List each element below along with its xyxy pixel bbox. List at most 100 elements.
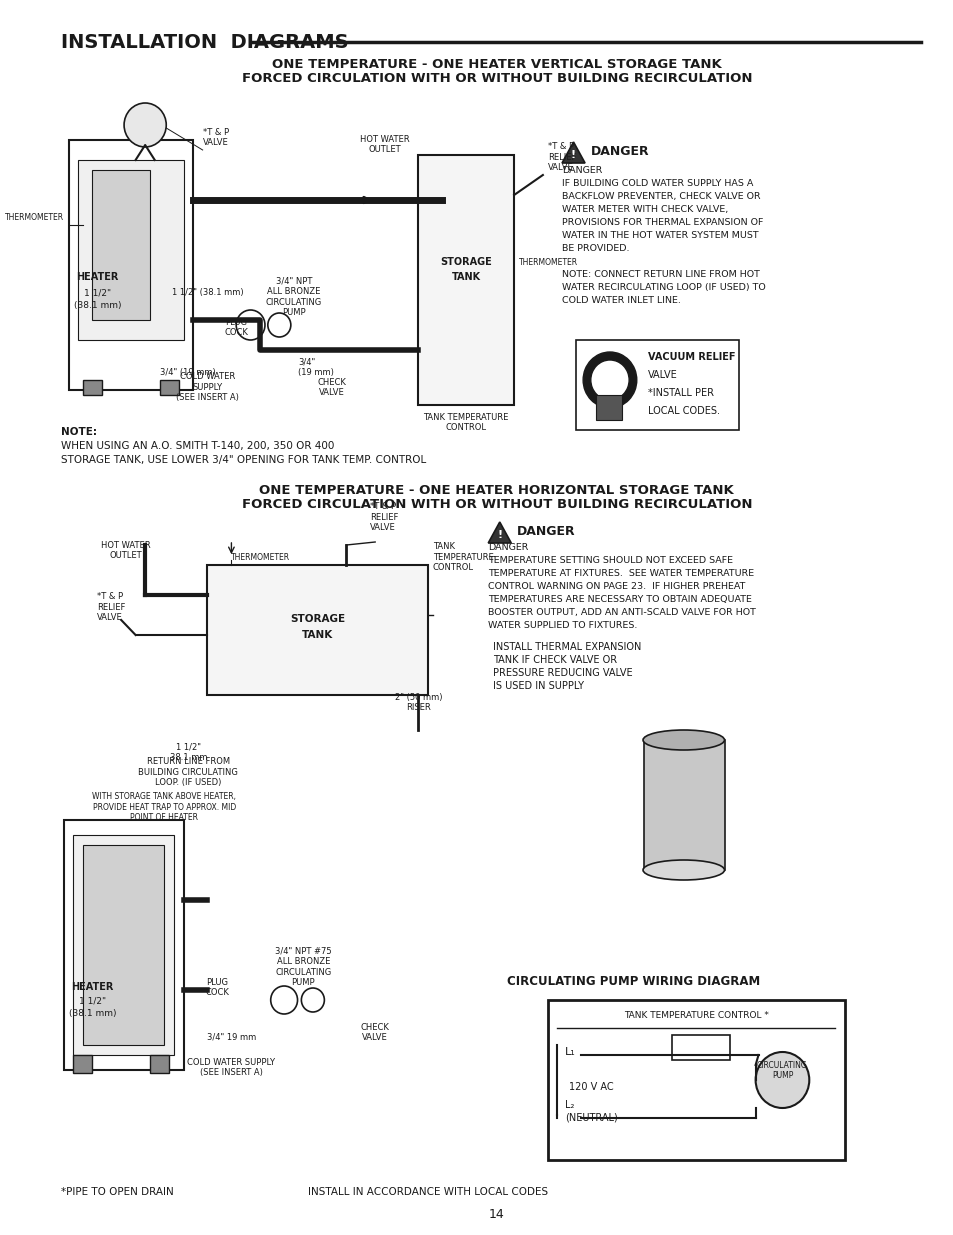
Text: L₁: L₁ bbox=[564, 1047, 575, 1057]
Polygon shape bbox=[488, 522, 511, 543]
Text: INSTALL IN ACCORDANCE WITH LOCAL CODES: INSTALL IN ACCORDANCE WITH LOCAL CODES bbox=[308, 1187, 548, 1197]
Text: HEATER: HEATER bbox=[76, 272, 118, 282]
Text: 3/4"
(19 mm): 3/4" (19 mm) bbox=[298, 358, 334, 377]
Text: TANK
TEMPERATURE
CONTROL: TANK TEMPERATURE CONTROL bbox=[433, 542, 493, 572]
Text: COLD WATER
SUPPLY
(SEE INSERT A): COLD WATER SUPPLY (SEE INSERT A) bbox=[176, 372, 238, 403]
Text: WATER IN THE HOT WATER SYSTEM MUST: WATER IN THE HOT WATER SYSTEM MUST bbox=[561, 231, 758, 240]
Text: 3/4" 19 mm: 3/4" 19 mm bbox=[207, 1032, 255, 1042]
Text: THERMOMETER: THERMOMETER bbox=[5, 212, 64, 222]
Wedge shape bbox=[582, 352, 636, 408]
Bar bbox=[83, 845, 164, 1045]
Text: 3/4" NPT
ALL BRONZE
CIRCULATING
PUMP: 3/4" NPT ALL BRONZE CIRCULATING PUMP bbox=[265, 277, 321, 317]
Text: RETURN LINE FROM
BUILDING CIRCULATING
LOOP. (IF USED): RETURN LINE FROM BUILDING CIRCULATING LO… bbox=[138, 757, 238, 787]
Ellipse shape bbox=[642, 860, 723, 881]
Text: 3/4" NPT #75
ALL BRONZE
CIRCULATING
PUMP: 3/4" NPT #75 ALL BRONZE CIRCULATING PUMP bbox=[274, 947, 332, 987]
Text: 120 V AC: 120 V AC bbox=[568, 1082, 613, 1092]
Text: BACKFLOW PREVENTER, CHECK VALVE OR: BACKFLOW PREVENTER, CHECK VALVE OR bbox=[561, 191, 760, 201]
Text: WATER SUPPLIED TO FIXTURES.: WATER SUPPLIED TO FIXTURES. bbox=[488, 621, 637, 630]
Text: HOT WATER
OUTLET: HOT WATER OUTLET bbox=[101, 541, 151, 559]
Text: INSTALL THERMAL EXPANSION: INSTALL THERMAL EXPANSION bbox=[493, 642, 640, 652]
Text: CHECK
VALVE: CHECK VALVE bbox=[360, 1023, 389, 1042]
Text: PRESSURE REDUCING VALVE: PRESSURE REDUCING VALVE bbox=[493, 668, 632, 678]
Text: DANGER: DANGER bbox=[488, 543, 528, 552]
Text: FORCED CIRCULATION WITH OR WITHOUT BUILDING RECIRCULATION: FORCED CIRCULATION WITH OR WITHOUT BUILD… bbox=[241, 498, 751, 510]
Text: *T & P
VALVE: *T & P VALVE bbox=[202, 127, 229, 147]
Text: DANGER: DANGER bbox=[561, 165, 601, 175]
Text: CIRCULATING
PUMP: CIRCULATING PUMP bbox=[757, 1061, 807, 1079]
Bar bbox=[672, 1035, 729, 1060]
Bar bbox=[576, 340, 739, 430]
Bar bbox=[92, 170, 150, 320]
Text: *T & P
RELIEF
VALVE: *T & P RELIEF VALVE bbox=[547, 142, 576, 172]
Bar bbox=[69, 140, 193, 390]
Bar bbox=[64, 820, 183, 1070]
Text: 1 1/2"
38.1 mm: 1 1/2" 38.1 mm bbox=[170, 742, 207, 762]
Text: 1 1/2": 1 1/2" bbox=[79, 995, 106, 1005]
Text: WATER METER WITH CHECK VALVE,: WATER METER WITH CHECK VALVE, bbox=[561, 205, 727, 214]
Ellipse shape bbox=[642, 730, 723, 750]
Text: *T & P
RELIEF
VALVE: *T & P RELIEF VALVE bbox=[370, 503, 398, 532]
Text: TANK TEMPERATURE
CONTROL: TANK TEMPERATURE CONTROL bbox=[423, 412, 508, 432]
Text: STORAGE: STORAGE bbox=[440, 257, 492, 267]
Text: LOCAL CODES.: LOCAL CODES. bbox=[648, 406, 720, 416]
Text: STORAGE TANK, USE LOWER 3/4" OPENING FOR TANK TEMP. CONTROL: STORAGE TANK, USE LOWER 3/4" OPENING FOR… bbox=[61, 454, 426, 466]
Bar bbox=[83, 380, 102, 395]
Text: IF BUILDING COLD WATER SUPPLY HAS A: IF BUILDING COLD WATER SUPPLY HAS A bbox=[561, 179, 753, 188]
Text: TANK TEMPERATURE CONTROL *: TANK TEMPERATURE CONTROL * bbox=[623, 1011, 768, 1020]
Text: CHECK
VALVE: CHECK VALVE bbox=[317, 378, 346, 396]
Text: HEATER: HEATER bbox=[71, 982, 113, 992]
Text: COLD WATER SUPPLY
(SEE INSERT A): COLD WATER SUPPLY (SEE INSERT A) bbox=[187, 1057, 275, 1077]
Polygon shape bbox=[561, 142, 584, 163]
Text: IS USED IN SUPPLY: IS USED IN SUPPLY bbox=[493, 680, 583, 692]
Bar bbox=[417, 156, 514, 405]
Bar bbox=[73, 835, 173, 1055]
Text: VALVE: VALVE bbox=[648, 370, 678, 380]
Bar bbox=[73, 1055, 92, 1073]
Text: BE PROVIDED.: BE PROVIDED. bbox=[561, 245, 629, 253]
Text: !: ! bbox=[571, 149, 576, 161]
Text: TEMPERATURE AT FIXTURES.  SEE WATER TEMPERATURE: TEMPERATURE AT FIXTURES. SEE WATER TEMPE… bbox=[488, 569, 754, 578]
Text: ONE TEMPERATURE - ONE HEATER HORIZONTAL STORAGE TANK: ONE TEMPERATURE - ONE HEATER HORIZONTAL … bbox=[259, 483, 734, 496]
Text: 1 1/2" (38.1 mm): 1 1/2" (38.1 mm) bbox=[172, 288, 243, 296]
Text: COLD WATER INLET LINE.: COLD WATER INLET LINE. bbox=[561, 296, 680, 305]
Text: (38.1 mm): (38.1 mm) bbox=[69, 1009, 116, 1018]
Text: VACUUM RELIEF: VACUUM RELIEF bbox=[648, 352, 735, 362]
Bar bbox=[78, 161, 183, 340]
Text: THERMOMETER: THERMOMETER bbox=[232, 553, 291, 562]
Text: L₂
(NEUTRAL): L₂ (NEUTRAL) bbox=[564, 1100, 617, 1123]
Text: THERMOMETER: THERMOMETER bbox=[518, 258, 578, 267]
Text: 3/4" (19 mm): 3/4" (19 mm) bbox=[160, 368, 216, 377]
Text: STORAGE: STORAGE bbox=[290, 614, 345, 624]
Circle shape bbox=[755, 1052, 808, 1108]
Text: NOTE:: NOTE: bbox=[61, 427, 97, 437]
Text: PLUG
COCK: PLUG COCK bbox=[224, 317, 248, 337]
Bar bbox=[159, 380, 178, 395]
Text: NOTE: CONNECT RETURN LINE FROM HOT: NOTE: CONNECT RETURN LINE FROM HOT bbox=[561, 270, 760, 279]
Text: 2" (50 mm)
RISER: 2" (50 mm) RISER bbox=[395, 693, 441, 713]
Text: CONTROL WARNING ON PAGE 23.  IF HIGHER PREHEAT: CONTROL WARNING ON PAGE 23. IF HIGHER PR… bbox=[488, 582, 745, 592]
Text: WATER RECIRCULATING LOOP (IF USED) TO: WATER RECIRCULATING LOOP (IF USED) TO bbox=[561, 283, 765, 291]
Text: *T & P
RELIEF
VALVE: *T & P RELIEF VALVE bbox=[97, 593, 126, 622]
Text: INSTALLATION  DIAGRAMS: INSTALLATION DIAGRAMS bbox=[61, 32, 348, 52]
Text: 14: 14 bbox=[489, 1208, 504, 1221]
Text: TANK IF CHECK VALVE OR: TANK IF CHECK VALVE OR bbox=[493, 655, 617, 664]
Text: FORCED CIRCULATION WITH OR WITHOUT BUILDING RECIRCULATION: FORCED CIRCULATION WITH OR WITHOUT BUILD… bbox=[241, 73, 751, 85]
Text: !: ! bbox=[497, 530, 502, 540]
Text: DANGER: DANGER bbox=[517, 525, 575, 538]
Text: *INSTALL PER: *INSTALL PER bbox=[648, 388, 714, 398]
Text: TEMPERATURES ARE NECESSARY TO OBTAIN ADEQUATE: TEMPERATURES ARE NECESSARY TO OBTAIN ADE… bbox=[488, 595, 751, 604]
Text: BOOSTER OUTPUT, ADD AN ANTI-SCALD VALVE FOR HOT: BOOSTER OUTPUT, ADD AN ANTI-SCALD VALVE … bbox=[488, 608, 756, 618]
Text: PLUG
COCK: PLUG COCK bbox=[205, 978, 229, 997]
Text: *PIPE TO OPEN DRAIN: *PIPE TO OPEN DRAIN bbox=[61, 1187, 173, 1197]
Bar bbox=[150, 1055, 169, 1073]
Text: DANGER: DANGER bbox=[590, 144, 649, 158]
Text: 1 1/2": 1 1/2" bbox=[84, 288, 111, 296]
Bar bbox=[595, 395, 621, 420]
Text: (38.1 mm): (38.1 mm) bbox=[73, 301, 121, 310]
Bar bbox=[547, 1000, 843, 1160]
Text: WITH STORAGE TANK ABOVE HEATER,
PROVIDE HEAT TRAP TO APPROX. MID
POINT OF HEATER: WITH STORAGE TANK ABOVE HEATER, PROVIDE … bbox=[92, 792, 236, 823]
Text: ONE TEMPERATURE - ONE HEATER VERTICAL STORAGE TANK: ONE TEMPERATURE - ONE HEATER VERTICAL ST… bbox=[272, 58, 721, 72]
Text: PROVISIONS FOR THERMAL EXPANSION OF: PROVISIONS FOR THERMAL EXPANSION OF bbox=[561, 219, 762, 227]
Text: TANK: TANK bbox=[451, 272, 480, 282]
Text: CIRCULATING PUMP WIRING DIAGRAM: CIRCULATING PUMP WIRING DIAGRAM bbox=[507, 974, 760, 988]
